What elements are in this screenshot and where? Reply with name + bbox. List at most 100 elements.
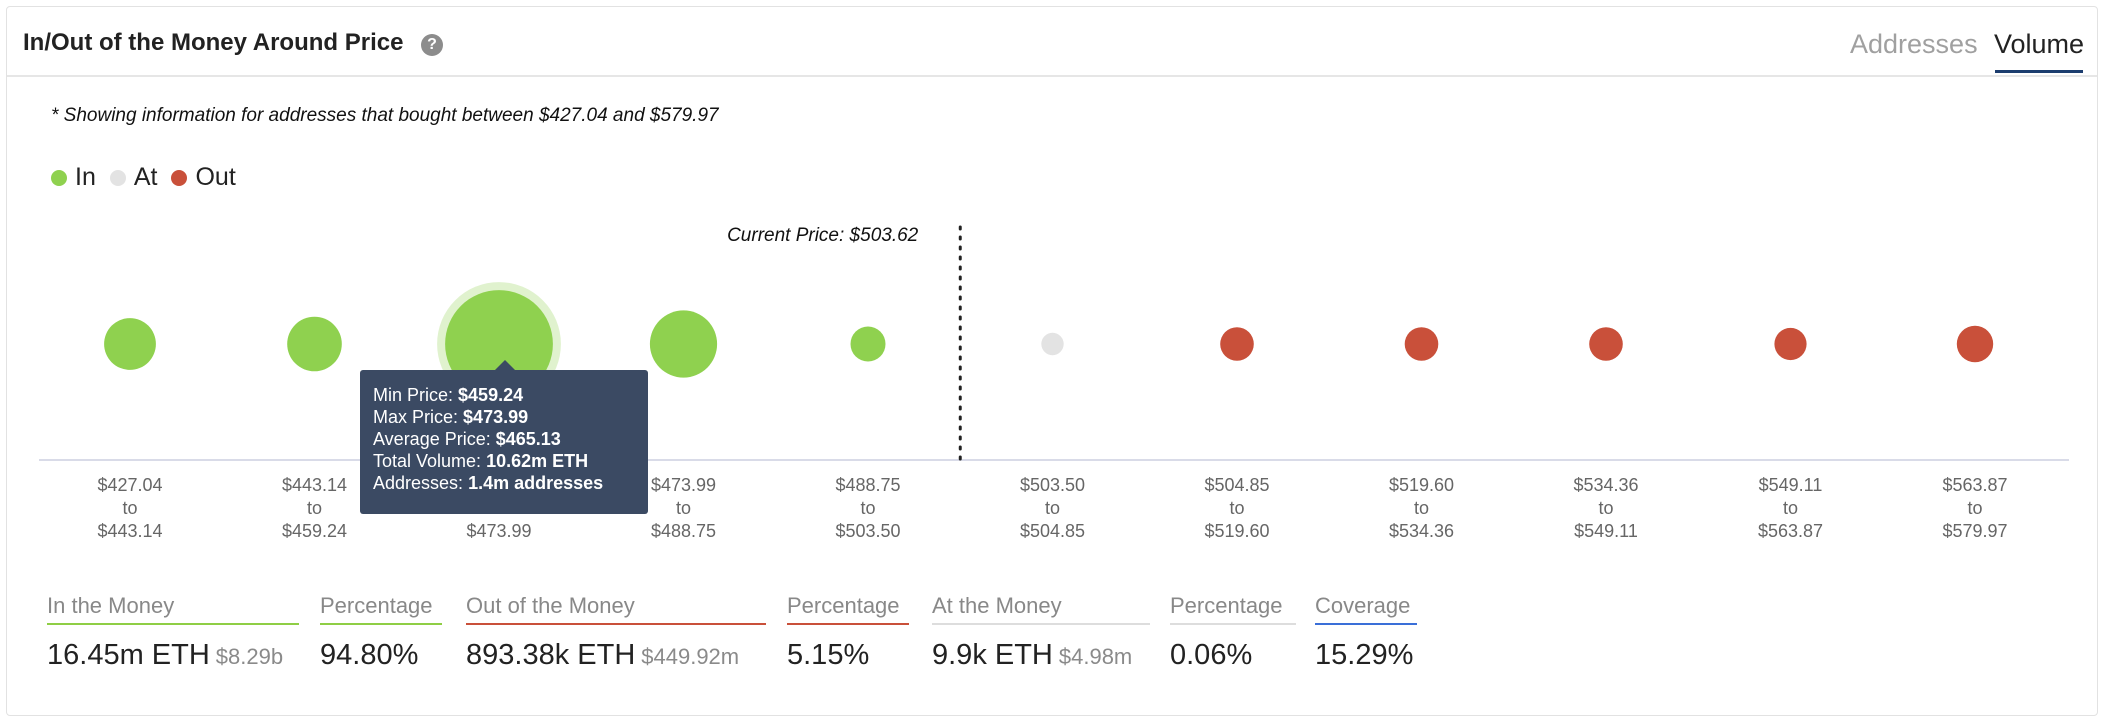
tick-label-price: $549.11: [1574, 521, 1638, 541]
tick-label-to: to: [676, 498, 691, 518]
tick-label-to: to: [1967, 498, 1982, 518]
tick-label-to: to: [1045, 498, 1060, 518]
bubble-out[interactable]: [1774, 327, 1807, 361]
tick-label-price: $503.50: [1020, 475, 1085, 495]
tick-label-price: $473.99: [651, 475, 716, 495]
stat-sub-in-the-money: $8.29b: [215, 644, 284, 669]
stat-value-at-percentage: 0.06%: [1170, 639, 1253, 671]
legend-label-at: At: [133, 163, 158, 191]
tick-label-price: $443.14: [282, 475, 347, 495]
stat-at-percentage: Percentage 0.06%: [1170, 593, 1296, 672]
tooltip-addresses: Addresses: 1.4m addresses: [373, 473, 604, 493]
tick-label-price: $579.97: [1942, 521, 2007, 541]
tooltip-avg-price: Average Price: $465.13: [373, 429, 561, 449]
bubble-group: $534.36 to $549.11: [1573, 327, 1639, 541]
stat-value-out-percentage: 5.15%: [787, 639, 870, 671]
stat-label-coverage: Coverage: [1315, 593, 1417, 625]
stat-value-coverage: 15.29%: [1315, 639, 1414, 671]
stat-value-out-of-the-money: 893.38k ETH $449.92m: [466, 639, 740, 671]
bubble-in[interactable]: [287, 316, 342, 372]
bubble-group: $519.60 to $534.36: [1389, 327, 1454, 541]
bubble-group: $427.04 to $443.14: [97, 318, 163, 541]
tick-label-to: to: [1229, 498, 1244, 518]
stat-label-in-the-money: In the Money: [47, 593, 299, 625]
tooltip-arrow: [495, 360, 515, 370]
bubble-group: $549.11 to $563.87: [1758, 327, 1823, 541]
bubble-out[interactable]: [1404, 327, 1439, 361]
tick-label-price: $504.85: [1020, 521, 1085, 541]
legend-item-in[interactable]: In: [51, 163, 96, 192]
tick-label-price: $443.14: [97, 521, 162, 541]
stat-at-the-money: At the Money 9.9k ETH $4.98m: [932, 593, 1150, 672]
active-tab-indicator: [1995, 70, 2083, 73]
range-note: * Showing information for addresses that…: [51, 105, 719, 126]
stat-sub-out-of-the-money: $449.92m: [641, 644, 740, 669]
tick-label-price: $459.24: [282, 521, 347, 541]
bubble-group: $563.87 to $579.97: [1942, 325, 2008, 541]
tick-label-to: to: [860, 498, 875, 518]
bubble-group: $504.85 to $519.60: [1204, 327, 1270, 541]
stat-label-at-percentage: Percentage: [1170, 593, 1296, 625]
stat-out-of-the-money: Out of the Money 893.38k ETH $449.92m: [466, 593, 766, 672]
tick-label-price: $504.85: [1204, 475, 1269, 495]
bubble-group: $473.99 to $488.75: [649, 310, 718, 541]
tick-label-to: to: [307, 498, 322, 518]
question-circle-icon[interactable]: ?: [421, 34, 443, 56]
tick-label-to: to: [1414, 498, 1429, 518]
legend-dot-at: [109, 169, 126, 186]
tick-label-to: to: [1783, 498, 1798, 518]
stat-in-the-money: In the Money 16.45m ETH $8.29b: [47, 593, 299, 672]
iomap-chart: Current Price: $503.62$427.04to$443.14$4…: [39, 225, 2069, 541]
tooltip-min-price: Min Price: $459.24: [373, 385, 524, 405]
tick-label-price: $534.36: [1389, 521, 1454, 541]
stat-in-percentage: Percentage 94.80%: [320, 593, 442, 672]
bubble-in[interactable]: [649, 310, 718, 378]
stat-label-in-percentage: Percentage: [320, 593, 442, 625]
tooltip-max-price: Max Price: $473.99: [373, 407, 529, 427]
legend-item-at[interactable]: At: [109, 163, 158, 192]
stat-out-percentage: Percentage 5.15%: [787, 593, 909, 672]
tick-label-price: $519.60: [1389, 475, 1454, 495]
tick-label-price: $473.99: [466, 521, 531, 541]
stat-value-in-the-money: 16.45m ETH $8.29b: [47, 639, 284, 671]
legend-dot-in: [51, 169, 67, 186]
bubble-group: $503.50 to $504.85: [1020, 332, 1085, 541]
page-title: In/Out of the Money Around Price: [23, 29, 404, 56]
stat-coverage: Coverage 15.29%: [1315, 593, 1417, 672]
bubble-in[interactable]: [850, 326, 886, 362]
tick-label-price: $488.75: [835, 475, 900, 495]
bubble-out[interactable]: [1956, 325, 1994, 363]
bubble-at[interactable]: [1041, 332, 1064, 356]
bucket-tooltip: Min Price: $459.24 Max Price: $473.99 Av…: [360, 360, 648, 514]
tick-label-price: $519.60: [1204, 521, 1269, 541]
stat-label-out-of-the-money: Out of the Money: [466, 593, 766, 625]
stat-label-out-percentage: Percentage: [787, 593, 909, 625]
legend-label-out: Out: [195, 163, 236, 191]
legend-label-in: In: [75, 163, 96, 191]
legend-dot-out: [171, 169, 188, 186]
bubble-out[interactable]: [1220, 327, 1254, 361]
tab-volume[interactable]: Volume: [1994, 29, 2085, 59]
legend-item-out[interactable]: Out: [171, 163, 236, 192]
stat-value-at-the-money: 9.9k ETH $4.98m: [932, 639, 1133, 671]
card-header: In/Out of the Money Around Price ? Addre…: [7, 7, 2097, 77]
tick-label-price: $563.87: [1942, 475, 2007, 495]
tab-addresses[interactable]: Addresses: [1850, 29, 1978, 59]
stat-label-at-the-money: At the Money: [932, 593, 1150, 625]
tick-label-price: $549.11: [1759, 475, 1823, 495]
bubble-group: $443.14 to $459.24: [282, 316, 347, 541]
current-price-label: Current Price: $503.62: [727, 225, 919, 246]
tick-label-price: $503.50: [835, 521, 900, 541]
bubble-group: $488.75 to $503.50: [835, 326, 901, 541]
tick-label-to: to: [1598, 498, 1613, 518]
chart-legend: In At Out: [51, 163, 250, 192]
tick-label-price: $427.04: [97, 475, 162, 495]
tooltip-total-volume: Total Volume: 10.62m ETH: [373, 451, 589, 471]
tick-label-price: $488.75: [651, 521, 716, 541]
iomap-card: In/Out of the Money Around Price ? Addre…: [6, 6, 2098, 716]
tick-label-to: to: [122, 498, 137, 518]
tick-label-price: $534.36: [1573, 475, 1638, 495]
bubble-out[interactable]: [1589, 327, 1623, 361]
bubble-in[interactable]: [104, 318, 156, 370]
tick-label-price: $563.87: [1758, 521, 1823, 541]
